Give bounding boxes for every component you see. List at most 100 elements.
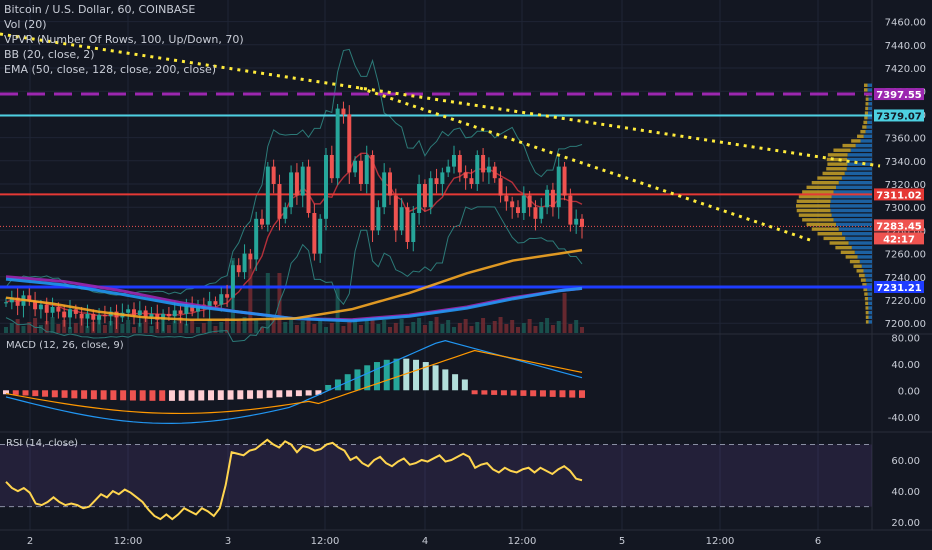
grid-lines: [0, 0, 932, 531]
time-tick-7: 12:00: [706, 536, 735, 547]
ema-line-2: [5, 248, 583, 321]
volume-bar-98: [574, 320, 579, 333]
vpvr-row-down-8: [862, 283, 867, 287]
volume-bar-23: [137, 323, 142, 333]
volume-bar-91: [533, 326, 538, 333]
candle-body-35: [207, 301, 212, 309]
time-tick-1: 12:00: [114, 536, 143, 547]
vpvr-row-up-4: [868, 301, 872, 306]
candle-body-60: [353, 160, 358, 173]
horizontal-levels[interactable]: [0, 92, 872, 289]
volume-bar-29: [172, 321, 177, 333]
vpvr-row-down-37: [833, 148, 851, 152]
macd-hist-58: [569, 390, 576, 398]
legend-vol[interactable]: Vol (20): [4, 18, 47, 31]
volume-bar-90: [527, 319, 532, 333]
candle-body-53: [312, 213, 317, 254]
rsi-panel: [0, 438, 872, 521]
vpvr-row-down-28: [802, 190, 834, 194]
vpvr-row-down-6: [864, 292, 868, 296]
volume-bar-89: [521, 323, 526, 333]
bb-lower: [5, 206, 583, 343]
candle-body-11: [68, 309, 72, 318]
candle-body-88: [516, 207, 520, 213]
vpvr-row-up-12: [861, 264, 872, 268]
vpvr-row-down-3: [865, 306, 869, 310]
candle-body-84: [492, 166, 497, 179]
macd-hist-55: [539, 390, 546, 397]
price-tick-8: 7300.00: [885, 203, 926, 214]
candle-body-9: [56, 306, 61, 312]
macd-hist-51: [500, 390, 507, 396]
candle-body-52: [306, 166, 311, 213]
volume-bar-56: [329, 323, 334, 333]
candle-body-14: [85, 313, 90, 319]
candle-body-46: [271, 166, 276, 184]
macd-hist-15: [149, 390, 156, 401]
volume-bar-66: [388, 327, 392, 333]
candle-body-17: [102, 315, 107, 317]
legend-bb[interactable]: BB (20, close, 2): [4, 48, 95, 61]
volume-bar-21: [126, 320, 131, 333]
price-tick-12: 7220.00: [885, 296, 926, 307]
time-tick-3: 12:00: [311, 536, 340, 547]
candle-body-55: [324, 155, 328, 219]
vpvr-row-down-43: [863, 120, 868, 125]
candle-body-61: [358, 160, 363, 184]
vpvr-row-up-29: [835, 185, 872, 190]
volume-bar-51: [300, 321, 305, 333]
vpvr-row-down-9: [860, 278, 866, 282]
vpvr-row-up-27: [831, 194, 872, 199]
macd-hist-7: [71, 390, 78, 399]
macd-line: [5, 339, 583, 424]
macd-hist-19: [188, 390, 195, 401]
macd-hist-57: [559, 390, 566, 398]
price-tick-5: 7360.00: [885, 134, 926, 145]
vpvr-row-down-36: [827, 153, 848, 157]
vpvr-row-up-6: [867, 292, 872, 296]
vpvr-row-down-20: [811, 227, 839, 231]
price-tag-text-3: 7283.45: [876, 221, 922, 232]
price-tag-bg-5: [874, 280, 924, 293]
candle-body-87: [510, 201, 515, 208]
price-tag-bg-2: [874, 188, 924, 201]
volume-bar-32: [190, 320, 195, 333]
vpvr-row-up-13: [859, 259, 872, 264]
price-tick-9: 7280.00: [885, 226, 926, 237]
rsi-tick-1: 40.00: [891, 487, 920, 498]
rsi-title: RSI (14, close): [6, 438, 78, 449]
price-tick-7: 7320.00: [885, 180, 926, 191]
vpvr-row-up-43: [867, 120, 872, 125]
price-tick-13: 7200.00: [885, 319, 926, 330]
candle-body-37: [219, 294, 224, 305]
price-tag-bg-3: [874, 219, 924, 232]
volume-bar-28: [166, 325, 171, 333]
vpvr-row-down-11: [856, 269, 864, 273]
vpvr-row-down-12: [853, 264, 862, 268]
time-tick-0: 2: [27, 536, 33, 547]
vpvr-row-down-21: [806, 222, 836, 227]
macd-hist-20: [198, 390, 205, 401]
price-tick-1: 7440.00: [885, 41, 926, 52]
volume-bar-73: [428, 321, 433, 333]
candle-body-50: [294, 172, 299, 196]
vpvr-row-up-8: [866, 283, 872, 287]
legend-vpvr[interactable]: VPVR (Number Of Rows, 100, Up/Down, 70): [4, 33, 244, 46]
price-tag-bg-4: [874, 232, 924, 245]
vpvr-row-down-19: [817, 232, 843, 236]
vpvr-row-up-5: [868, 297, 872, 301]
macd-hist-46: [452, 374, 459, 391]
vpvr-row-up-3: [868, 306, 872, 310]
vpvr-row-up-42: [866, 125, 872, 129]
legend-ema[interactable]: EMA (50, close, 128, close, 200, close): [4, 63, 216, 76]
vpvr-row-up-14: [857, 255, 872, 259]
candle-body-70: [411, 213, 416, 242]
vpvr-row-down-22: [802, 218, 834, 222]
macd-hist-10: [100, 390, 107, 400]
macd-hist-37: [364, 365, 371, 391]
vpvr-row-down-25: [796, 204, 831, 208]
macd-hist-21: [208, 390, 215, 401]
vpvr-row-down-16: [835, 245, 852, 250]
volume-bar-71: [417, 318, 422, 333]
